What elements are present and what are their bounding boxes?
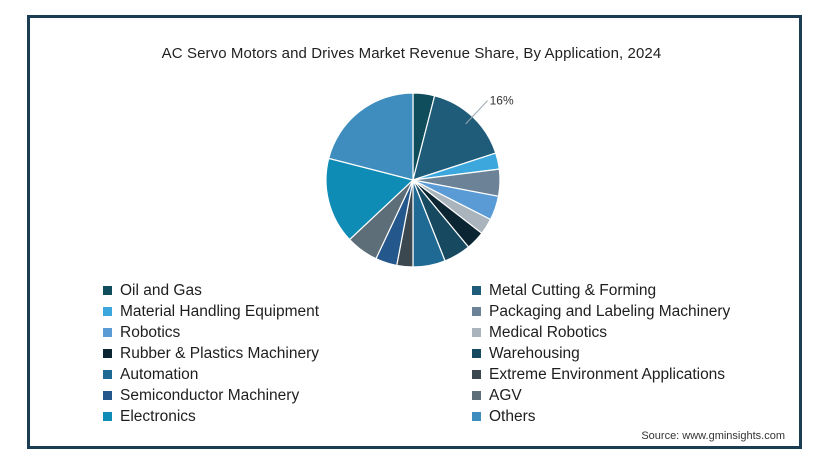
legend-label: Semiconductor Machinery	[120, 386, 300, 404]
chart-legend: Oil and Gas Metal Cutting & Forming Materi…	[103, 280, 763, 427]
legend-item: Robotics	[103, 322, 472, 343]
source-note: Source: www.gminsights.com	[641, 430, 785, 442]
legend-swatch	[472, 328, 481, 337]
legend-swatch	[103, 286, 112, 295]
legend-swatch	[472, 370, 481, 379]
legend-swatch	[103, 328, 112, 337]
legend-item: Others	[472, 406, 763, 427]
pie-slice-electronics	[325, 157, 415, 241]
legend-label: Packaging and Labeling Machinery	[489, 302, 731, 320]
legend-item: Extreme Environment Applications	[472, 364, 763, 385]
legend-item: Semiconductor Machinery	[103, 385, 472, 406]
legend-swatch	[472, 412, 481, 421]
legend-swatch	[472, 286, 481, 295]
legend-label: Metal Cutting & Forming	[489, 281, 657, 299]
legend-item: Warehousing	[472, 343, 763, 364]
legend-item: Rubber & Plastics Machinery	[103, 343, 472, 364]
legend-swatch	[472, 349, 481, 358]
legend-label: AGV	[489, 386, 522, 404]
legend-item: Oil and Gas	[103, 280, 472, 301]
legend-item: AGV	[472, 385, 763, 406]
legend-item: Packaging and Labeling Machinery	[472, 301, 763, 322]
legend-swatch	[472, 391, 481, 400]
legend-label: Extreme Environment Applications	[489, 365, 726, 383]
legend-swatch	[103, 307, 112, 316]
legend-item: Metal Cutting & Forming	[472, 280, 763, 301]
legend-label: Oil and Gas	[120, 281, 202, 299]
data-label-leader	[465, 100, 488, 125]
legend-label: Others	[489, 407, 536, 425]
legend-swatch	[103, 370, 112, 379]
chart-title: AC Servo Motors and Drives Market Revenu…	[161, 45, 662, 62]
legend-item: Medical Robotics	[472, 322, 763, 343]
legend-item: Material Handling Equipment	[103, 301, 472, 322]
legend-label: Warehousing	[489, 344, 580, 362]
legend-label: Robotics	[120, 323, 181, 341]
data-label: 16%	[490, 94, 514, 108]
legend-label: Rubber & Plastics Machinery	[120, 344, 319, 362]
legend-swatch	[103, 391, 112, 400]
pie-slice-others	[328, 92, 414, 181]
legend-item: Automation	[103, 364, 472, 385]
legend-label: Material Handling Equipment	[120, 302, 320, 320]
legend-item: Electronics	[103, 406, 472, 427]
legend-label: Automation	[120, 365, 199, 383]
legend-swatch	[472, 307, 481, 316]
legend-label: Electronics	[120, 407, 196, 425]
legend-swatch	[103, 349, 112, 358]
legend-label: Medical Robotics	[489, 323, 608, 341]
legend-swatch	[103, 412, 112, 421]
